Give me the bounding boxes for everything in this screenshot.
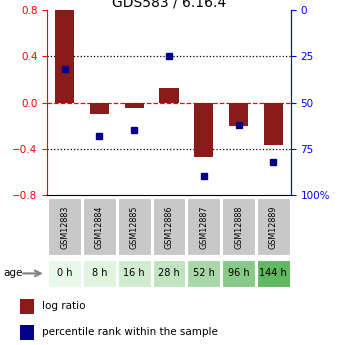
Text: GSM12886: GSM12886 [165,205,173,248]
Bar [257,260,290,287]
Bar [264,103,283,145]
Text: 52 h: 52 h [193,268,215,278]
Bar [90,103,109,114]
Bar [83,260,116,287]
Bar [160,88,178,103]
Text: 16 h: 16 h [123,268,145,278]
Bar [188,260,220,287]
Text: 0 h: 0 h [57,268,72,278]
Bar [83,198,116,255]
Bar [118,198,150,255]
Text: percentile rank within the sample: percentile rank within the sample [43,327,218,337]
Bar [188,198,220,255]
Text: GSM12884: GSM12884 [95,205,104,248]
Bar [222,198,255,255]
Bar [222,260,255,287]
Text: GSM12887: GSM12887 [199,205,208,249]
Bar [194,103,213,157]
Bar [125,103,144,108]
Bar [257,198,290,255]
Text: log ratio: log ratio [43,302,86,312]
Text: GSM12885: GSM12885 [130,205,139,249]
Text: 28 h: 28 h [158,268,180,278]
Text: 96 h: 96 h [228,268,249,278]
Text: 8 h: 8 h [92,268,107,278]
Text: 144 h: 144 h [260,268,287,278]
Bar [55,10,74,103]
Bar [153,198,185,255]
Bar [229,103,248,126]
Bar [48,260,81,287]
Text: GSM12883: GSM12883 [60,205,69,248]
Bar [48,198,81,255]
Bar [153,260,185,287]
Bar [118,260,150,287]
Text: GSM12888: GSM12888 [234,205,243,248]
Text: age: age [3,268,23,278]
Title: GDS583 / 6.16.4: GDS583 / 6.16.4 [112,0,226,9]
Text: GSM12889: GSM12889 [269,205,278,249]
Bar [20,299,34,314]
Bar [20,325,34,339]
